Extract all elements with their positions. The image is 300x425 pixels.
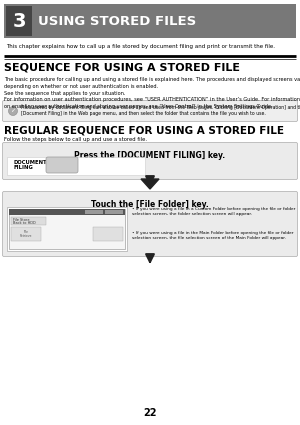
Text: Touch the [File Folder] key.: Touch the [File Folder] key. — [91, 200, 209, 209]
Text: 3: 3 — [12, 11, 26, 31]
Text: USING STORED FILES: USING STORED FILES — [38, 14, 196, 28]
FancyBboxPatch shape — [2, 100, 298, 122]
Circle shape — [8, 107, 17, 116]
Text: • If you were using a file in a Custom Folder before opening the file or folder : • If you were using a file in a Custom F… — [132, 207, 296, 216]
Bar — [9, 209, 125, 215]
Text: ✓: ✓ — [11, 108, 16, 113]
Polygon shape — [141, 179, 159, 189]
Text: Follow the steps below to call up and use a stored file.: Follow the steps below to call up and us… — [4, 137, 147, 142]
Text: Press the [DOCUMENT FILING] key.: Press the [DOCUMENT FILING] key. — [74, 151, 226, 160]
FancyBboxPatch shape — [2, 192, 298, 257]
Bar — [4, 4, 296, 38]
Text: File
Retrieve: File Retrieve — [20, 230, 32, 238]
Text: Back to HDD: Back to HDD — [13, 221, 36, 225]
Text: Files stored by document filing can also be called up and used from the Web page: Files stored by document filing can also… — [21, 105, 300, 116]
Text: The basic procedure for calling up and using a stored file is explained here. Th: The basic procedure for calling up and u… — [4, 77, 300, 109]
Bar — [9, 209, 125, 249]
Bar — [11, 217, 46, 225]
FancyBboxPatch shape — [46, 157, 78, 173]
FancyBboxPatch shape — [2, 142, 298, 179]
Bar — [7, 157, 145, 175]
Text: FILING: FILING — [13, 165, 33, 170]
Bar — [11, 227, 41, 241]
Bar — [6, 6, 32, 36]
Text: 22: 22 — [143, 408, 157, 418]
Bar — [105, 210, 123, 214]
Text: SEQUENCE FOR USING A STORED FILE: SEQUENCE FOR USING A STORED FILE — [4, 62, 240, 72]
Text: REGULAR SEQUENCE FOR USING A STORED FILE: REGULAR SEQUENCE FOR USING A STORED FILE — [4, 125, 284, 135]
Text: DOCUMENT: DOCUMENT — [13, 160, 46, 165]
Bar — [7, 207, 127, 251]
Bar — [85, 210, 103, 214]
Bar — [93, 227, 123, 241]
Text: File Store: File Store — [13, 218, 29, 222]
Text: • If you were using a file in the Main Folder before opening the file or folder : • If you were using a file in the Main F… — [132, 231, 293, 240]
Text: This chapter explains how to call up a file stored by document filing and print : This chapter explains how to call up a f… — [6, 44, 275, 49]
